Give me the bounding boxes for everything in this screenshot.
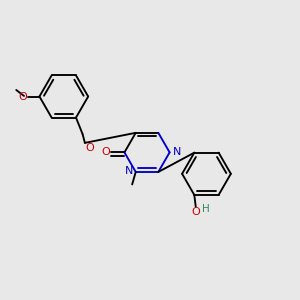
Text: N: N — [124, 166, 133, 176]
Text: O: O — [85, 143, 94, 153]
Text: H: H — [202, 204, 209, 214]
Text: O: O — [19, 92, 27, 101]
Text: N: N — [172, 147, 181, 157]
Text: O: O — [191, 207, 200, 218]
Text: O: O — [102, 147, 110, 158]
